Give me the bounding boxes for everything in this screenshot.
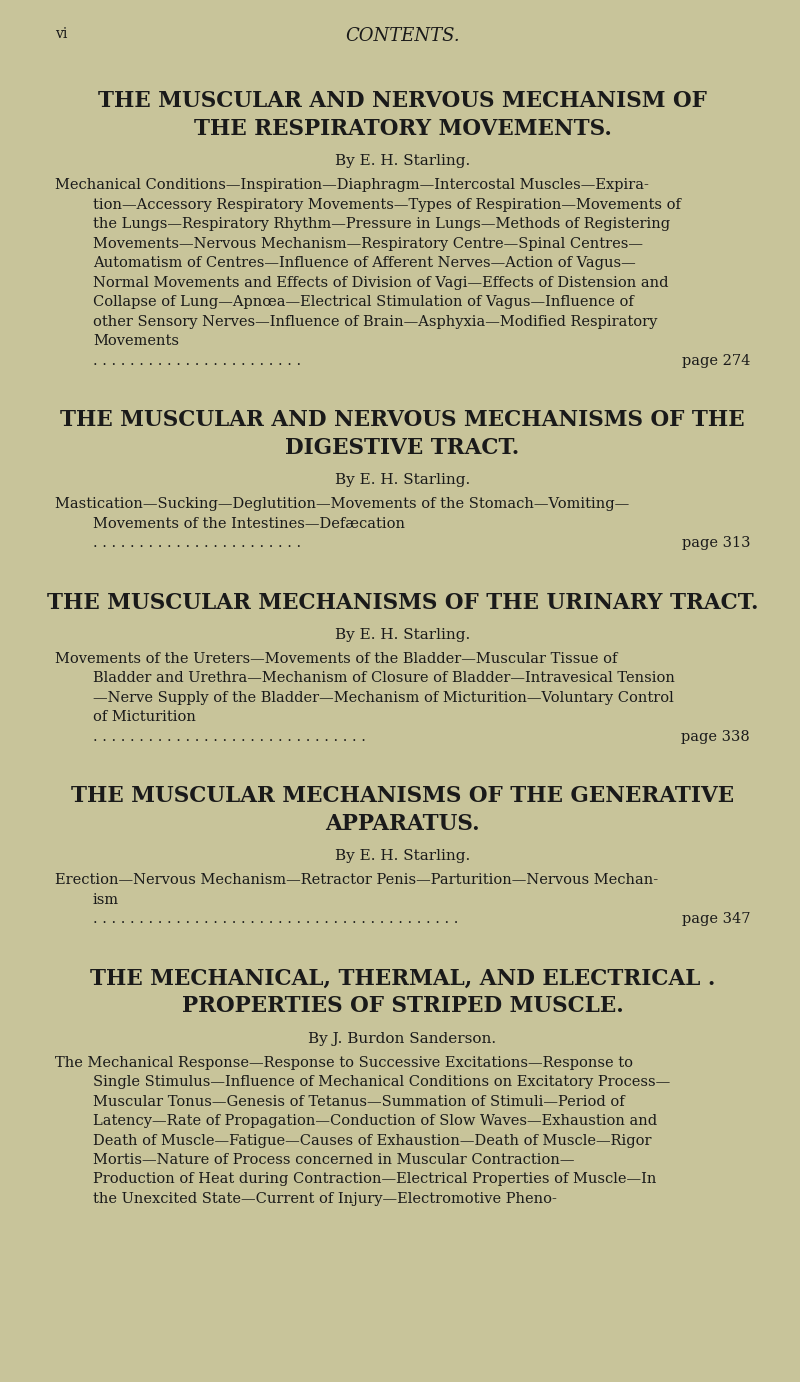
Text: . . . . . . . . . . . . . . . . . . . . . . .: . . . . . . . . . . . . . . . . . . . . …	[93, 536, 301, 550]
Text: THE MECHANICAL, THERMAL, AND ELECTRICAL .: THE MECHANICAL, THERMAL, AND ELECTRICAL …	[90, 967, 715, 990]
Text: Mastication—Sucking—Deglutition—Movements of the Stomach—Vomiting—: Mastication—Sucking—Deglutition—Movement…	[55, 498, 630, 511]
Text: By E. H. Starling.: By E. H. Starling.	[335, 473, 470, 486]
Text: the Lungs—Respiratory Rhythm—Pressure in Lungs—Methods of Registering: the Lungs—Respiratory Rhythm—Pressure in…	[93, 217, 670, 231]
Text: . . . . . . . . . . . . . . . . . . . . . . .: . . . . . . . . . . . . . . . . . . . . …	[93, 354, 301, 368]
Text: By J. Burdon Sanderson.: By J. Burdon Sanderson.	[309, 1031, 497, 1046]
Text: tion—Accessory Respiratory Movements—Types of Respiration—Movements of: tion—Accessory Respiratory Movements—Typ…	[93, 198, 681, 211]
Text: THE MUSCULAR AND NERVOUS MECHANISMS OF THE: THE MUSCULAR AND NERVOUS MECHANISMS OF T…	[60, 409, 745, 431]
Text: page 338: page 338	[682, 730, 750, 744]
Text: Death of Muscle—Fatigue—Causes of Exhaustion—Death of Muscle—Rigor: Death of Muscle—Fatigue—Causes of Exhaus…	[93, 1133, 651, 1147]
Text: . . . . . . . . . . . . . . . . . . . . . . . . . . . . . .: . . . . . . . . . . . . . . . . . . . . …	[93, 730, 366, 744]
Text: By E. H. Starling.: By E. H. Starling.	[335, 627, 470, 641]
Text: Normal Movements and Effects of Division of Vagi—Effects of Distension and: Normal Movements and Effects of Division…	[93, 275, 669, 289]
Text: Movements of the Ureters—Movements of the Bladder—Muscular Tissue of: Movements of the Ureters—Movements of th…	[55, 651, 618, 666]
Text: APPARATUS.: APPARATUS.	[325, 813, 480, 835]
Text: THE RESPIRATORY MOVEMENTS.: THE RESPIRATORY MOVEMENTS.	[194, 117, 611, 140]
Text: Bladder and Urethra—Mechanism of Closure of Bladder—Intravesical Tension: Bladder and Urethra—Mechanism of Closure…	[93, 672, 675, 685]
Text: of Micturition: of Micturition	[93, 710, 196, 724]
Text: other Sensory Nerves—Influence of Brain—Asphyxia—Modified Respiratory: other Sensory Nerves—Influence of Brain—…	[93, 315, 658, 329]
Text: vi: vi	[55, 28, 67, 41]
Text: PROPERTIES OF STRIPED MUSCLE.: PROPERTIES OF STRIPED MUSCLE.	[182, 995, 623, 1017]
Text: DIGESTIVE TRACT.: DIGESTIVE TRACT.	[286, 437, 520, 459]
Text: THE MUSCULAR AND NERVOUS MECHANISM OF: THE MUSCULAR AND NERVOUS MECHANISM OF	[98, 90, 707, 112]
Text: Muscular Tonus—Genesis of Tetanus—Summation of Stimuli—Period of: Muscular Tonus—Genesis of Tetanus—Summat…	[93, 1095, 625, 1108]
Text: The Mechanical Response—Response to Successive Excitations—Response to: The Mechanical Response—Response to Succ…	[55, 1056, 633, 1070]
Text: Collapse of Lung—Apnœa—Electrical Stimulation of Vagus—Influence of: Collapse of Lung—Apnœa—Electrical Stimul…	[93, 294, 634, 310]
Text: Latency—Rate of Propagation—Conduction of Slow Waves—Exhaustion and: Latency—Rate of Propagation—Conduction o…	[93, 1114, 657, 1128]
Text: page 274: page 274	[682, 354, 750, 368]
Text: Mechanical Conditions—Inspiration—Diaphragm—Intercostal Muscles—Expira-: Mechanical Conditions—Inspiration—Diaphr…	[55, 178, 649, 192]
Text: ism: ism	[93, 893, 119, 907]
Text: Movements: Movements	[93, 334, 179, 348]
Text: page 313: page 313	[682, 536, 750, 550]
Text: —Nerve Supply of the Bladder—Mechanism of Micturition—Voluntary Control: —Nerve Supply of the Bladder—Mechanism o…	[93, 691, 674, 705]
Text: THE MUSCULAR MECHANISMS OF THE GENERATIVE: THE MUSCULAR MECHANISMS OF THE GENERATIV…	[71, 785, 734, 807]
Text: Movements—Nervous Mechanism—Respiratory Centre—Spinal Centres—: Movements—Nervous Mechanism—Respiratory …	[93, 236, 643, 250]
Text: Mortis—Nature of Process concerned in Muscular Contraction—: Mortis—Nature of Process concerned in Mu…	[93, 1153, 574, 1166]
Text: CONTENTS.: CONTENTS.	[345, 28, 460, 46]
Text: Production of Heat during Contraction—Electrical Properties of Muscle—In: Production of Heat during Contraction—El…	[93, 1172, 656, 1187]
Text: By E. H. Starling.: By E. H. Starling.	[335, 849, 470, 862]
Text: Erection—Nervous Mechanism—Retractor Penis—Parturition—Nervous Mechan-: Erection—Nervous Mechanism—Retractor Pen…	[55, 873, 658, 887]
Text: the Unexcited State—Current of Injury—Electromotive Pheno-: the Unexcited State—Current of Injury—El…	[93, 1193, 557, 1206]
Text: Movements of the Intestines—Defæcation: Movements of the Intestines—Defæcation	[93, 517, 405, 531]
Text: page 347: page 347	[682, 912, 750, 926]
Text: THE MUSCULAR MECHANISMS OF THE URINARY TRACT.: THE MUSCULAR MECHANISMS OF THE URINARY T…	[46, 591, 758, 614]
Text: . . . . . . . . . . . . . . . . . . . . . . . . . . . . . . . . . . . . . . . .: . . . . . . . . . . . . . . . . . . . . …	[93, 912, 458, 926]
Text: Single Stimulus—Influence of Mechanical Conditions on Excitatory Process—: Single Stimulus—Influence of Mechanical …	[93, 1075, 670, 1089]
Text: By E. H. Starling.: By E. H. Starling.	[335, 153, 470, 169]
Text: Automatism of Centres—Influence of Afferent Nerves—Action of Vagus—: Automatism of Centres—Influence of Affer…	[93, 256, 636, 269]
